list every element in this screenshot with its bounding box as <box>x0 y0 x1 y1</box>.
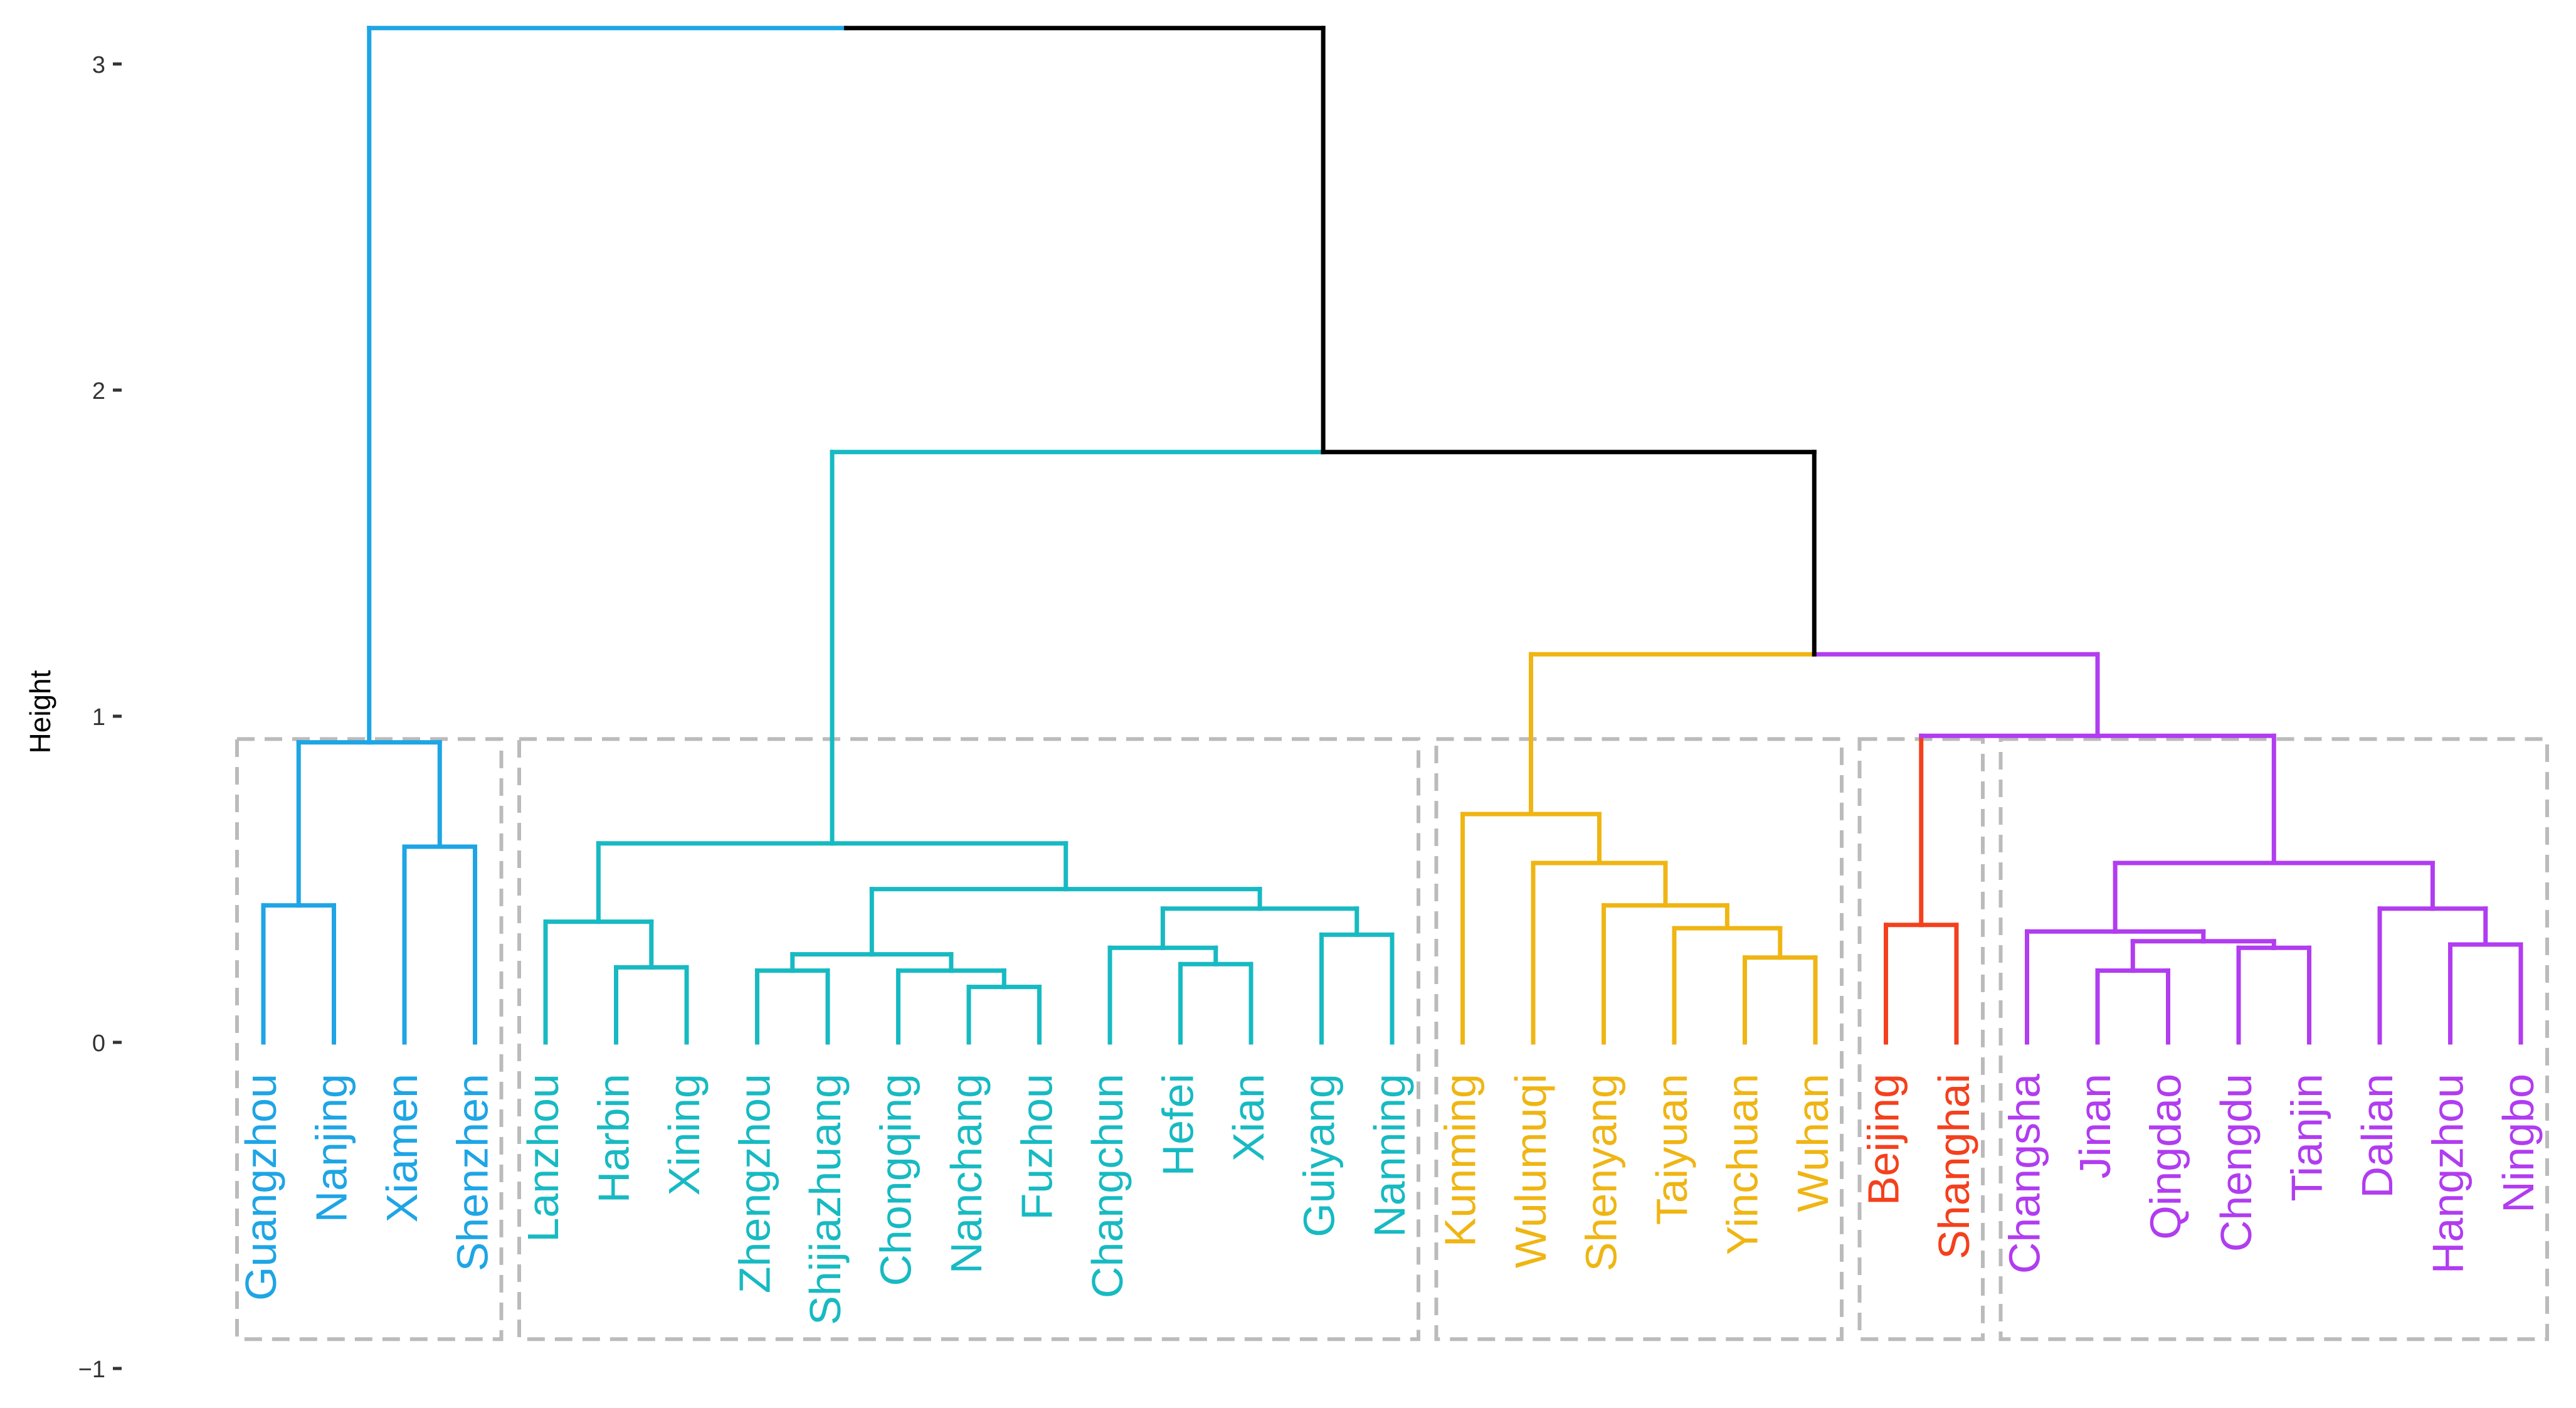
leaf-label-kunming: Kunming <box>1436 1074 1485 1247</box>
leaf-label-chongqing: Chongqing <box>872 1074 921 1286</box>
leaf-label-shanghai: Shanghai <box>1929 1074 1978 1259</box>
leaf-label-qingdao: Qingdao <box>2141 1074 2190 1240</box>
y-axis: 3 2 1 0 −1 <box>78 52 122 1383</box>
cluster-boxes <box>235 737 2549 1342</box>
cluster-box-2 <box>1434 737 1844 1342</box>
y-tick-label-4: −1 <box>78 1357 105 1383</box>
leaf-label-jinan: Jinan <box>2071 1074 2119 1178</box>
y-tick-label-3: 0 <box>92 1030 105 1057</box>
leaf-labels: Guangzhou Nanjing Xiamen Shenzhen Lanzhou Har… <box>236 1074 2543 1325</box>
leaf-label-shenyang: Shenyang <box>1577 1074 1626 1271</box>
leaf-label-beijing: Beijing <box>1859 1074 1908 1205</box>
cluster-box-0 <box>235 737 504 1342</box>
leaf-label-nanchang: Nanchang <box>942 1074 991 1274</box>
leaf-label-shenzhen: Shenzhen <box>448 1074 497 1271</box>
y-axis-label: Height <box>24 670 56 753</box>
leaf-label-yinchuan: Yinchuan <box>1718 1074 1767 1255</box>
y-tick-label-0: 3 <box>92 52 105 78</box>
leaf-label-nanjing: Nanjing <box>307 1074 356 1222</box>
leaf-label-chengdu: Chengdu <box>2212 1074 2261 1252</box>
leaf-label-wulumuqi: Wulumuqi <box>1506 1074 1555 1268</box>
y-tick-label-1: 2 <box>92 378 105 405</box>
leaf-label-lanzhou: Lanzhou <box>519 1074 567 1242</box>
y-tick-label-2: 1 <box>92 704 105 731</box>
leaf-label-hangzhou: Hangzhou <box>2424 1074 2473 1274</box>
dendrogram-branches <box>261 26 2523 1045</box>
cluster-box-1 <box>517 737 1420 1342</box>
leaf-label-fuzhou: Fuzhou <box>1013 1074 1062 1220</box>
leaf-label-wuhan: Wuhan <box>1788 1074 1837 1212</box>
leaf-label-shijiazhuang: Shijiazhuang <box>801 1074 850 1325</box>
leaf-label-xian: Xian <box>1224 1074 1273 1162</box>
leaf-label-zhengzhou: Zhengzhou <box>731 1074 779 1293</box>
cluster-box-4 <box>1998 737 2549 1342</box>
leaf-label-hefei: Hefei <box>1154 1074 1203 1176</box>
leaf-label-guangzhou: Guangzhou <box>236 1074 285 1301</box>
leaf-label-changsha: Changsha <box>2000 1074 2049 1274</box>
leaf-label-xiamen: Xiamen <box>377 1074 426 1222</box>
leaf-label-ningbo: Ningbo <box>2494 1074 2543 1213</box>
leaf-label-xining: Xining <box>660 1074 709 1196</box>
leaf-label-dalian: Dalian <box>2353 1074 2402 1198</box>
leaf-label-guiyang: Guiyang <box>1295 1074 1344 1237</box>
leaf-label-taiyuan: Taiyuan <box>1647 1074 1696 1225</box>
leaf-label-tianjin: Tianjin <box>2283 1074 2331 1202</box>
leaf-label-changchun: Changchun <box>1083 1074 1132 1298</box>
leaf-label-harbin: Harbin <box>589 1074 638 1203</box>
leaf-label-nanning: Nanning <box>1365 1074 1414 1237</box>
